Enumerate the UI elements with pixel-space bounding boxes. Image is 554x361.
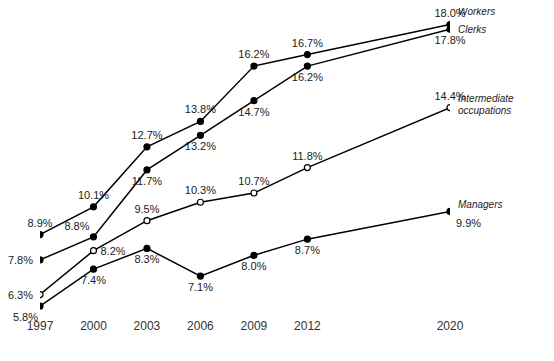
svg-text:13.8%: 13.8% <box>185 103 216 115</box>
svg-text:7.4%: 7.4% <box>81 274 106 286</box>
svg-text:8.9%: 8.9% <box>27 217 52 229</box>
svg-text:2020: 2020 <box>437 319 464 333</box>
svg-text:10.1%: 10.1% <box>78 189 109 201</box>
svg-text:14.4%: 14.4% <box>434 89 466 102</box>
svg-text:12.7%: 12.7% <box>131 129 162 141</box>
svg-text:2009: 2009 <box>241 319 268 333</box>
svg-text:8.8%: 8.8% <box>64 220 89 232</box>
svg-text:5.8%: 5.8% <box>13 311 38 323</box>
svg-text:2000: 2000 <box>80 319 107 333</box>
svg-text:9.5%: 9.5% <box>134 203 159 215</box>
svg-text:11.7%: 11.7% <box>132 175 163 187</box>
svg-text:1997: 1997 <box>26 318 54 333</box>
svg-text:10.7%: 10.7% <box>238 175 269 187</box>
svg-text:14.7%: 14.7% <box>238 106 269 118</box>
svg-text:Workers: Workers <box>458 8 495 17</box>
svg-text:17.8%: 17.8% <box>434 34 465 46</box>
svg-text:8.0%: 8.0% <box>241 260 266 272</box>
svg-text:2003: 2003 <box>134 319 161 333</box>
svg-text:16.2%: 16.2% <box>238 48 269 60</box>
svg-text:Clerks: Clerks <box>458 24 486 35</box>
svg-text:13.2%: 13.2% <box>185 140 216 152</box>
svg-text:8.3%: 8.3% <box>134 253 159 265</box>
svg-text:16.7%: 16.7% <box>292 37 323 49</box>
svg-text:7.1%: 7.1% <box>188 281 213 293</box>
svg-text:16.2%: 16.2% <box>292 71 323 83</box>
svg-text:2006: 2006 <box>187 319 214 333</box>
svg-text:2012: 2012 <box>294 319 321 333</box>
svg-text:Intermediateoccupations: Intermediateoccupations <box>458 93 514 116</box>
svg-text:11.8%: 11.8% <box>292 150 323 162</box>
svg-text:10.3%: 10.3% <box>185 184 216 196</box>
svg-text:9.9%: 9.9% <box>456 217 481 229</box>
svg-text:Managers: Managers <box>458 199 502 210</box>
svg-text:7.8%: 7.8% <box>8 254 33 266</box>
svg-text:8.7%: 8.7% <box>295 244 320 256</box>
svg-text:8.2%: 8.2% <box>100 245 125 257</box>
svg-text:6.3%: 6.3% <box>8 289 33 301</box>
